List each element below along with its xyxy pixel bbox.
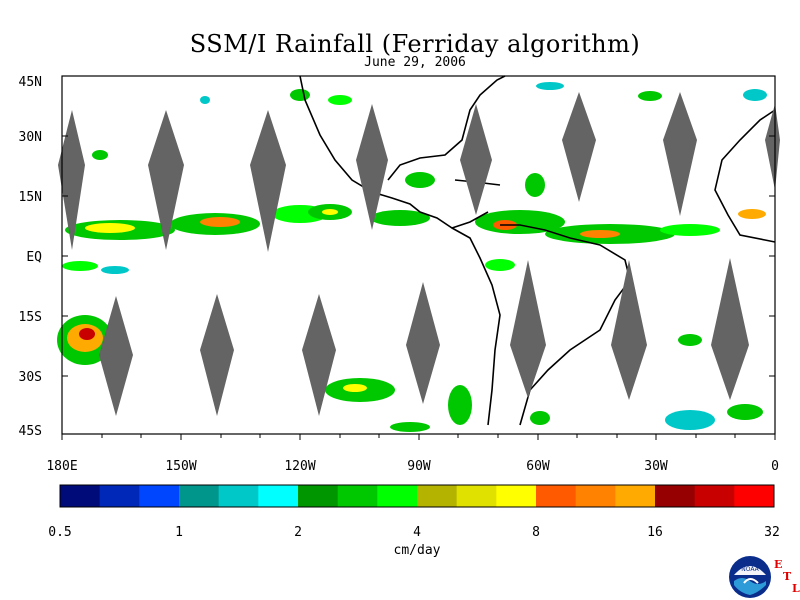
lat-label: 45S — [19, 424, 42, 439]
colorbar-cell — [258, 485, 299, 507]
map-title: SSM/I Rainfall (Ferriday algorithm) — [189, 30, 641, 58]
colorbar-cell — [694, 485, 735, 507]
colorbar-cell — [218, 485, 259, 507]
etl-letter: T — [783, 570, 792, 583]
noaa-etl-logo: NOAA E T L — [729, 556, 800, 598]
colorbar-cell — [417, 485, 458, 507]
colorbar-cell — [99, 485, 140, 507]
colorbar: 0.5 1 2 4 8 16 32 cm/day — [48, 484, 780, 558]
colorbar-cell — [60, 485, 101, 507]
colorbar-tick-label: 32 — [764, 525, 780, 540]
lon-label: 150W — [165, 459, 196, 474]
colorbar-tick-label: 2 — [294, 525, 302, 540]
colorbar-cell — [139, 485, 180, 507]
lon-label: 0 — [771, 459, 779, 474]
map-date: June 29, 2006 — [364, 55, 466, 70]
africa-coast — [714, 109, 776, 243]
colorbar-cell — [615, 485, 656, 507]
colorbar-cell — [337, 485, 378, 507]
north-scattered-rain — [92, 82, 767, 188]
etl-letter: E — [774, 558, 782, 571]
colorbar-cell — [655, 485, 696, 507]
colorbar-cell — [575, 485, 616, 507]
lon-label: 90W — [407, 459, 431, 474]
colorbar-tick-label: 0.5 — [48, 525, 71, 540]
colorbar-cell — [298, 485, 339, 507]
south-america-coast — [451, 227, 501, 426]
lat-label: 45N — [19, 75, 42, 90]
colorbar-cell — [456, 485, 497, 507]
lat-label: 30S — [19, 370, 42, 385]
lat-label: EQ — [26, 250, 42, 265]
lon-axis: 180E 150W 120W 90W 60W 30W 0 — [46, 434, 779, 474]
lat-label: 15S — [19, 310, 42, 325]
lon-label: 180E — [46, 459, 77, 474]
itcz-pacific — [62, 204, 430, 274]
colorbar-cell — [179, 485, 220, 507]
gulf-coast — [387, 75, 506, 181]
colorbar-unit: cm/day — [394, 543, 441, 558]
colorbar-frame — [59, 484, 775, 508]
lat-axis: 45N 30N 15N EQ 15S 30S 45S — [19, 75, 775, 439]
south-pacific-storms — [57, 315, 763, 432]
lon-label: 60W — [526, 459, 550, 474]
lat-label: 30N — [19, 130, 42, 145]
noaa-text: NOAA — [741, 566, 759, 573]
colorbar-cell — [734, 485, 775, 507]
lat-label: 15N — [19, 190, 42, 205]
colorbar-tick-label: 8 — [532, 525, 540, 540]
lon-label: 120W — [284, 459, 315, 474]
colorbar-cell — [536, 485, 577, 507]
colorbar-cell — [496, 485, 537, 507]
etl-letter: L — [792, 582, 800, 595]
colorbar-cell — [377, 485, 418, 507]
colorbar-tick-label: 1 — [175, 525, 183, 540]
lon-label: 30W — [644, 459, 668, 474]
swath-gaps — [58, 92, 780, 416]
colorbar-cells — [60, 485, 775, 507]
colorbar-tick-label: 16 — [647, 525, 663, 540]
colorbar-tick-label: 4 — [413, 525, 421, 540]
